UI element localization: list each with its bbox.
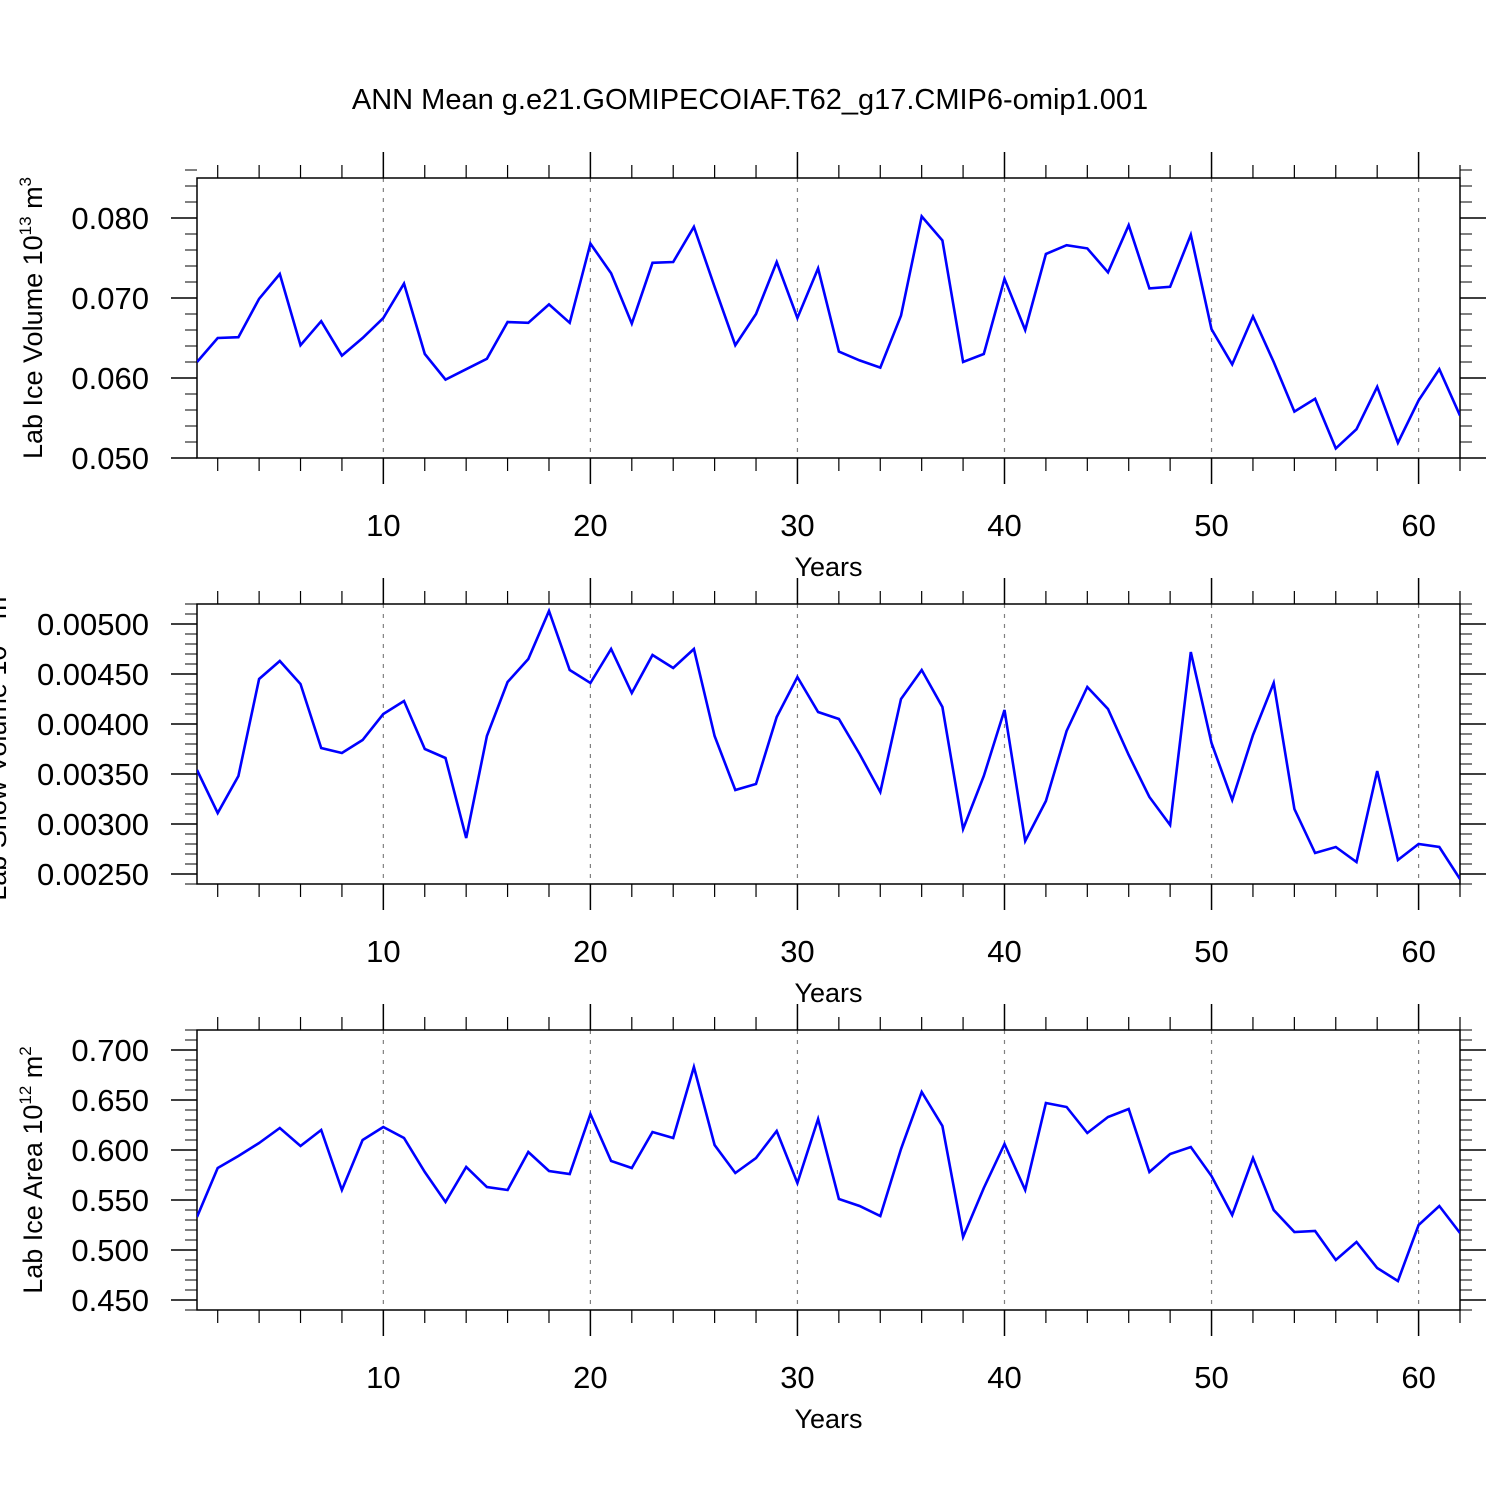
x-axis-title: Years [794, 978, 862, 1008]
y-tick-label: 0.600 [71, 1133, 149, 1168]
y-tick-label: 0.700 [71, 1033, 149, 1068]
series-line [197, 1062, 1460, 1283]
y-tick-label: 0.00400 [37, 707, 149, 742]
x-tick-label: 50 [1194, 508, 1228, 543]
x-axis-title: Years [794, 1404, 862, 1434]
y-tick-label: 0.050 [71, 441, 149, 476]
x-tick-label: 50 [1194, 1360, 1228, 1395]
y-tick-label: 0.00350 [37, 757, 149, 792]
x-tick-label: 30 [780, 1360, 814, 1395]
y-tick-label: 0.060 [71, 361, 149, 396]
x-tick-label: 40 [987, 934, 1021, 969]
plot-frame [196, 1029, 1461, 1311]
y-tick-label: 0.00300 [37, 807, 149, 842]
chart-panel-3: 10 20 30 40 50 60 0.450 0.500 0.550 0.600 0.650 0.7… [16, 1004, 1486, 1434]
series-line [197, 607, 1460, 880]
y-tick-label: 0.080 [71, 201, 149, 236]
y-tick-label: 0.070 [71, 281, 149, 316]
x-tick-label: 40 [987, 508, 1021, 543]
x-tick-label: 10 [366, 508, 400, 543]
y-tick-label: 0.500 [71, 1233, 149, 1268]
y-tick-label: 0.450 [71, 1283, 149, 1318]
x-tick-label: 40 [987, 1360, 1021, 1395]
figure-title: ANN Mean g.e21.GOMIPECOIAF.T62_g17.CMIP6… [351, 84, 1149, 116]
y-tick-label: 0.650 [71, 1083, 149, 1118]
x-tick-label: 20 [573, 934, 607, 969]
y-tick-label: 0.550 [71, 1183, 149, 1218]
x-tick-label: 60 [1401, 934, 1435, 969]
y-axis-title: Lab Snow Volume 1013 m3 [0, 587, 12, 901]
x-tick-label: 20 [573, 508, 607, 543]
plot-frame [196, 603, 1461, 885]
x-tick-label: 10 [366, 934, 400, 969]
x-tick-label: 30 [780, 508, 814, 543]
x-tick-label: 20 [573, 1360, 607, 1395]
y-tick-label: 0.00250 [37, 857, 149, 892]
x-tick-label: 30 [780, 934, 814, 969]
y-axis-title: Lab Ice Area 1012 m2 [16, 1046, 48, 1294]
x-tick-label: 10 [366, 1360, 400, 1395]
plot-frame [196, 177, 1461, 459]
series-line [197, 213, 1460, 451]
y-tick-label: 0.00500 [37, 607, 149, 642]
x-axis-title: Years [794, 552, 862, 582]
y-axis-title: Lab Ice Volume 1013 m3 [16, 177, 48, 459]
x-tick-label: 60 [1401, 508, 1435, 543]
y-tick-label: 0.00450 [37, 657, 149, 692]
chart-panel-1: 10 20 30 40 50 60 0.050 0.060 0.070 0.080 Years Lab… [16, 152, 1486, 582]
x-tick-label: 50 [1194, 934, 1228, 969]
x-tick-label: 60 [1401, 1360, 1435, 1395]
chart-panel-2: 10 20 30 40 50 60 0.00250 0.00300 0.00350 0.00400… [0, 578, 1486, 1008]
